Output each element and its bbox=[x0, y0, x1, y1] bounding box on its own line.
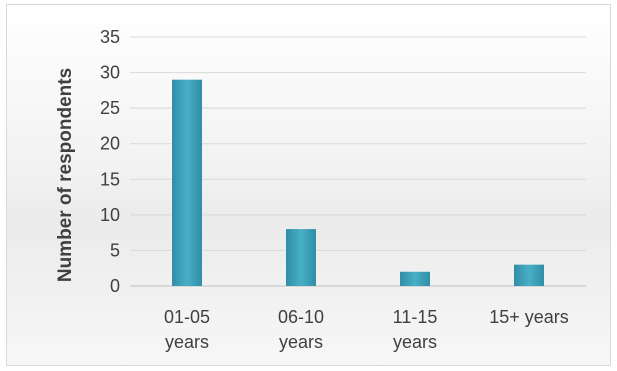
y-tick-label: 0 bbox=[110, 276, 120, 296]
x-tick-label: 15+ years bbox=[489, 307, 569, 327]
x-axis-ticks: 01-05 years 06-10 years 11-15 years 15+ years bbox=[164, 307, 569, 352]
bar bbox=[172, 79, 202, 286]
bar bbox=[400, 271, 430, 286]
y-tick-label: 35 bbox=[100, 27, 120, 47]
y-tick-label: 15 bbox=[100, 169, 120, 189]
x-tick-label: 01-05 years bbox=[164, 307, 210, 352]
bar bbox=[286, 229, 316, 286]
y-tick-label: 20 bbox=[100, 134, 120, 154]
chart-frame bbox=[6, 4, 611, 366]
y-axis-title: Number of respondents bbox=[55, 68, 76, 282]
x-tick-label: 06-10 years bbox=[278, 307, 324, 352]
x-tick-label: 11-15 years bbox=[393, 307, 438, 352]
gridlines bbox=[130, 36, 586, 287]
y-tick-label: 5 bbox=[110, 240, 120, 260]
y-tick-label: 30 bbox=[100, 63, 120, 83]
y-axis-ticks: 0 5 10 15 20 25 30 35 bbox=[100, 27, 120, 296]
y-tick-label: 25 bbox=[100, 98, 120, 118]
bars bbox=[172, 79, 544, 286]
bar bbox=[514, 264, 544, 286]
y-tick-label: 10 bbox=[100, 205, 120, 225]
